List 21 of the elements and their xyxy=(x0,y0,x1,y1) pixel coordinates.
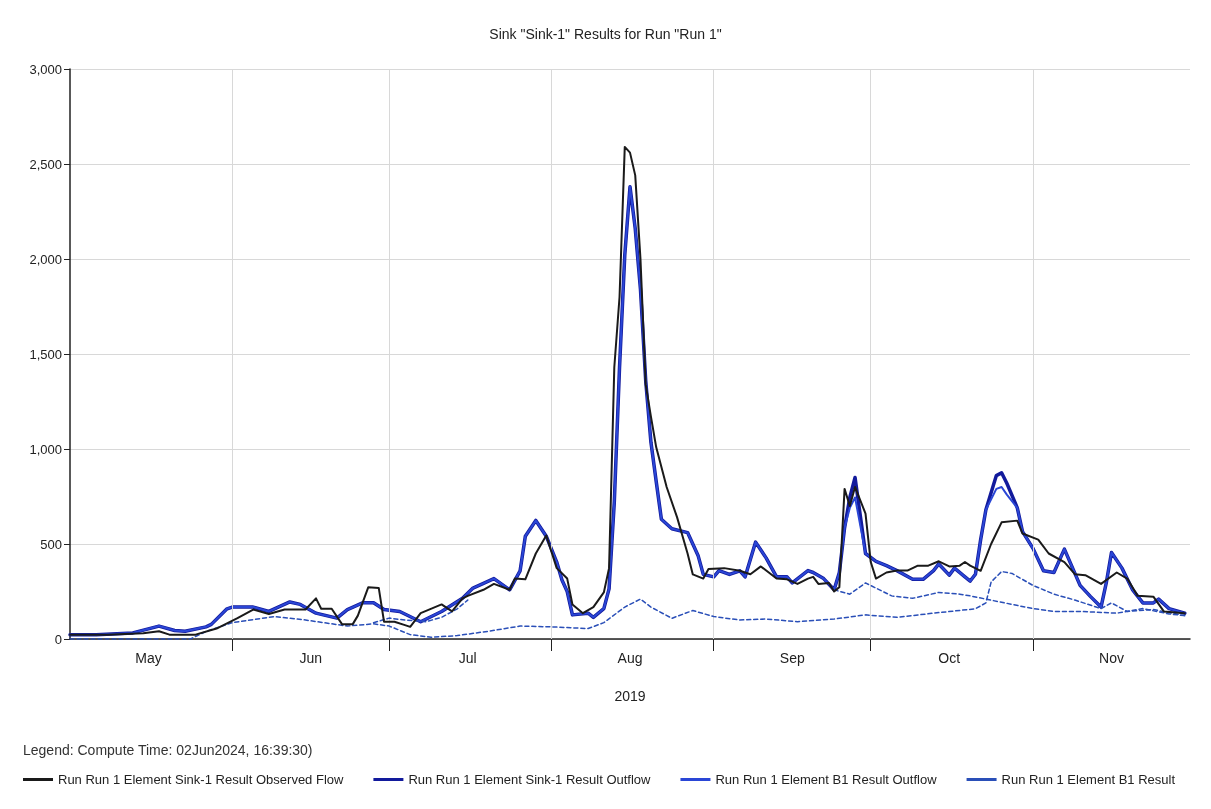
y-tick-label: 500 xyxy=(40,536,62,552)
x-tick-label: Nov xyxy=(1099,650,1124,666)
x-tick-label: Jul xyxy=(458,650,477,666)
y-tick-label: 1,000 xyxy=(29,441,62,457)
y-tick-label: 2,500 xyxy=(29,156,62,172)
y-tick-label: 3,000 xyxy=(29,61,62,77)
legend-label: Run Run 1 Element Sink-1 Result Observed Flow xyxy=(58,772,345,787)
x-tick-label: May xyxy=(135,650,162,666)
y-tick-label: 0 xyxy=(54,631,62,647)
legend-title: Legend: Compute Time: 02Jun2024, 16:39:30) xyxy=(23,742,313,758)
x-tick-label: Jun xyxy=(299,650,323,666)
x-tick-label: Sep xyxy=(779,650,805,666)
x-tick-label: Oct xyxy=(938,650,961,666)
y-tick-label: 2,000 xyxy=(29,251,62,267)
chart-title: Sink "Sink-1" Results for Run "Run 1" xyxy=(489,26,722,42)
x-tick-label: Aug xyxy=(617,650,643,666)
y-tick-label: 1,500 xyxy=(29,346,62,362)
x-axis-title: 2019 xyxy=(614,688,646,704)
legend-label: Run Run 1 Element B1 Result xyxy=(1001,772,1176,787)
legend-label: Run Run 1 Element B1 Result Outflow xyxy=(715,772,938,787)
legend-label: Run Run 1 Element Sink-1 Result Outflow xyxy=(408,772,652,787)
